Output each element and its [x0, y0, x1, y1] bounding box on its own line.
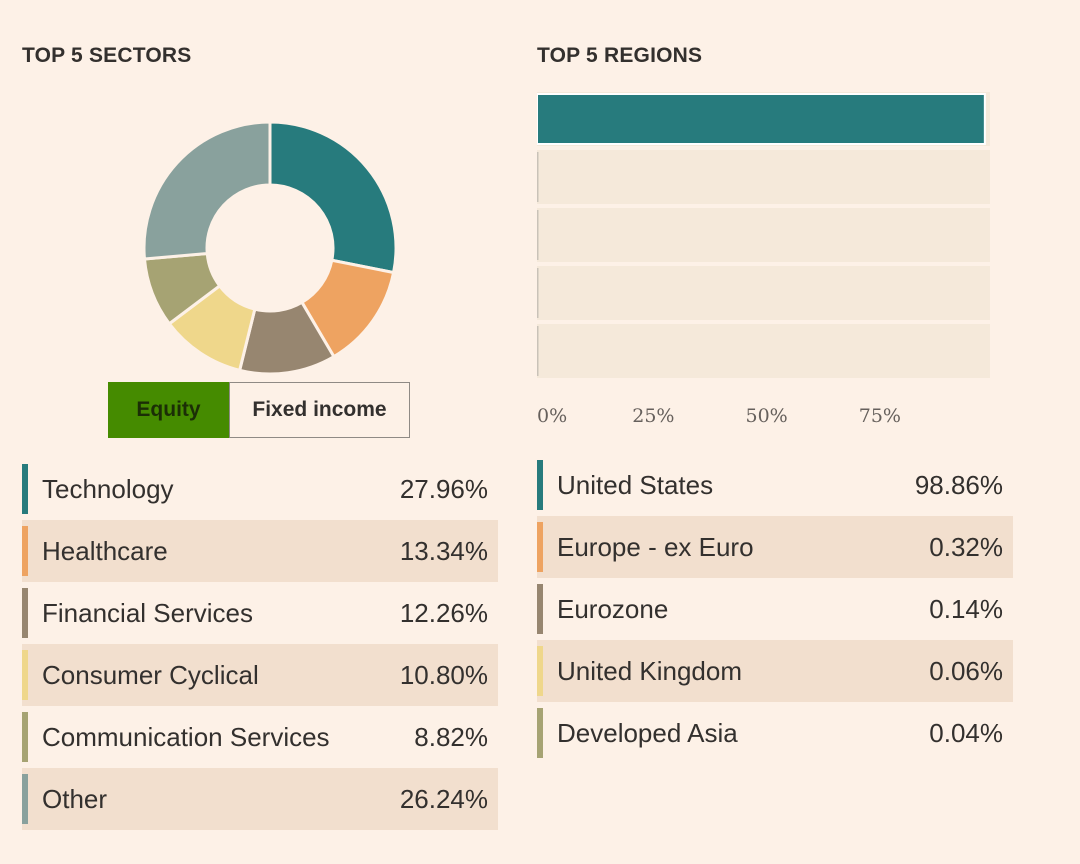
- legend-value: 0.06%: [929, 655, 1003, 686]
- x-tick-label: 0%: [537, 405, 567, 427]
- donut-slice: [142, 120, 272, 261]
- bar-track: [537, 208, 990, 262]
- legend-value: 27.96%: [399, 473, 488, 504]
- donut-slice: [268, 120, 398, 275]
- legend-value: 0.14%: [929, 593, 1003, 624]
- legend-value: 98.86%: [914, 469, 1003, 500]
- legend-label: Financial Services: [42, 597, 253, 628]
- legend-swatch: [537, 460, 543, 510]
- legend-value: 8.82%: [414, 721, 488, 752]
- legend-swatch: [22, 526, 28, 576]
- legend-swatch: [537, 646, 543, 696]
- legend-row: United Kingdom 0.06%: [537, 640, 1013, 702]
- legend-label: United Kingdom: [557, 655, 742, 686]
- regions-heading: TOP 5 REGIONS: [537, 44, 703, 67]
- x-tick-label: 25%: [632, 405, 674, 427]
- legend-value: 10.80%: [399, 659, 488, 690]
- legend-swatch: [22, 464, 28, 514]
- region-bar-chart: 0% 25% 50% 75%: [537, 92, 990, 427]
- bar-track: [537, 266, 990, 320]
- legend-label: Consumer Cyclical: [42, 659, 259, 690]
- region-bar: [537, 93, 986, 145]
- legend-row: Communication Services 8.82%: [22, 706, 498, 768]
- region-bar: [537, 326, 539, 376]
- legend-label: Europe - ex Euro: [557, 531, 754, 562]
- x-tick-label: 75%: [859, 405, 901, 427]
- fixed-income-toggle-button[interactable]: Fixed income: [229, 382, 410, 438]
- sector-donut-chart: [142, 120, 398, 376]
- legend-row: Developed Asia 0.04%: [537, 702, 1013, 764]
- legend-row: Consumer Cyclical 10.80%: [22, 644, 498, 706]
- legend-label: Technology: [42, 473, 174, 504]
- legend-label: United States: [557, 469, 714, 500]
- region-bar: [537, 152, 539, 202]
- legend-row: Technology 27.96%: [22, 458, 498, 520]
- legend-value: 0.04%: [929, 717, 1003, 748]
- equity-toggle-button[interactable]: Equity: [108, 382, 229, 438]
- legend-value: 26.24%: [399, 783, 488, 814]
- legend-row: Other 26.24%: [22, 768, 498, 830]
- legend-row: Financial Services 12.26%: [22, 582, 498, 644]
- region-bar: [537, 268, 539, 318]
- legend-value: 0.32%: [929, 531, 1003, 562]
- legend-value: 12.26%: [399, 597, 488, 628]
- asset-type-toggle: Equity Fixed income: [108, 382, 410, 438]
- legend-swatch: [537, 584, 543, 634]
- legend-row: Eurozone 0.14%: [537, 578, 1013, 640]
- region-legend-list: United States 98.86% Europe - ex Euro 0.32%…: [537, 454, 1013, 764]
- bar-track: [537, 150, 990, 204]
- legend-label: Communication Services: [42, 721, 330, 752]
- x-tick-label: 50%: [746, 405, 788, 427]
- legend-swatch: [537, 708, 543, 758]
- sector-legend-list: Technology 27.96% Healthcare 13.34% Financia…: [22, 458, 498, 830]
- legend-swatch: [22, 588, 28, 638]
- legend-label: Eurozone: [557, 593, 669, 624]
- region-bar: [537, 210, 539, 260]
- sectors-heading: TOP 5 SECTORS: [22, 44, 192, 67]
- legend-swatch: [22, 774, 28, 824]
- bar-track: [537, 324, 990, 378]
- legend-swatch: [22, 712, 28, 762]
- legend-value: 13.34%: [399, 535, 488, 566]
- legend-label: Healthcare: [42, 535, 168, 566]
- legend-label: Developed Asia: [557, 717, 738, 748]
- legend-swatch: [537, 522, 543, 572]
- legend-row: Europe - ex Euro 0.32%: [537, 516, 1013, 578]
- legend-row: United States 98.86%: [537, 454, 1013, 516]
- legend-label: Other: [42, 783, 108, 814]
- legend-row: Healthcare 13.34%: [22, 520, 498, 582]
- legend-swatch: [22, 650, 28, 700]
